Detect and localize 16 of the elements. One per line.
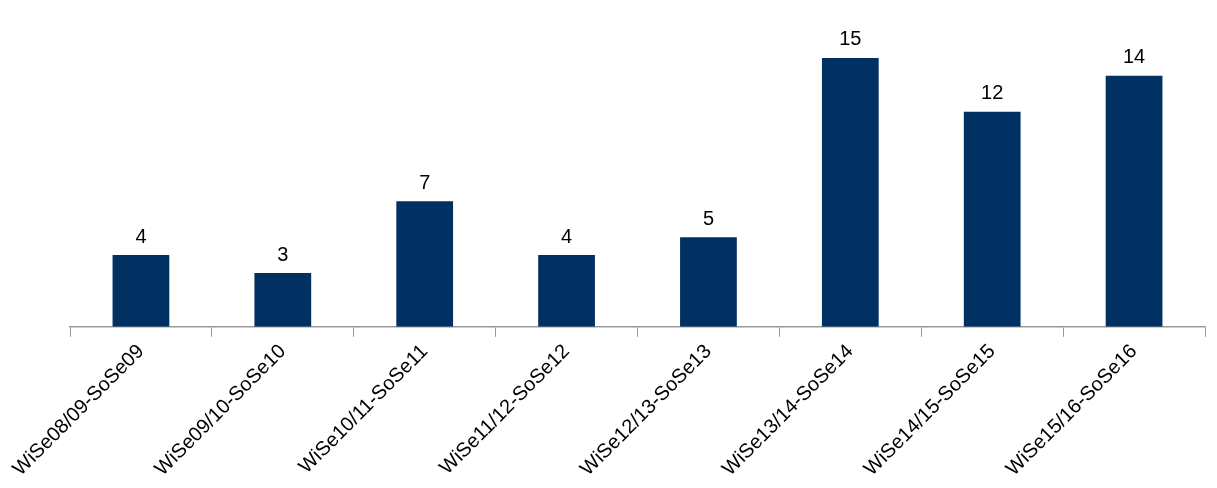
bar: [538, 255, 595, 327]
bar: [112, 255, 170, 327]
data-label: 4: [561, 224, 573, 247]
data-label: 4: [135, 224, 147, 247]
data-label: 5: [702, 206, 714, 229]
data-label: 15: [839, 27, 862, 50]
bar: [963, 111, 1021, 327]
bar: [821, 57, 879, 327]
data-label: 12: [981, 81, 1004, 104]
data-label: 7: [419, 170, 431, 193]
bar: [396, 201, 454, 327]
data-label: 14: [1122, 45, 1146, 68]
bar: [680, 237, 737, 327]
bar: [254, 273, 312, 327]
data-label: 3: [277, 242, 289, 265]
bar: [1105, 75, 1163, 327]
